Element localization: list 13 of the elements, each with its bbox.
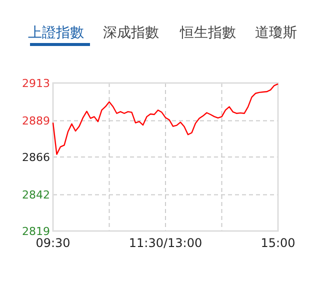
x-tick-label: 11:30/13:00	[128, 236, 202, 250]
text: 道瓊斯	[255, 25, 297, 41]
y-tick-label: 2913	[22, 76, 50, 90]
x-tick-label: 15:00	[260, 236, 296, 250]
line-series	[52, 83, 279, 155]
text: 深成指數	[103, 25, 159, 41]
y-tick-label: 2866	[22, 150, 50, 164]
y-tick-label: 2889	[22, 114, 50, 128]
y-tick-label: 2819	[22, 224, 50, 238]
text: 恒生指數	[179, 25, 236, 41]
y-tick-label: 2842	[22, 188, 50, 202]
text: 上證指數	[28, 25, 84, 41]
x-tick-label: 09:30	[36, 236, 70, 250]
